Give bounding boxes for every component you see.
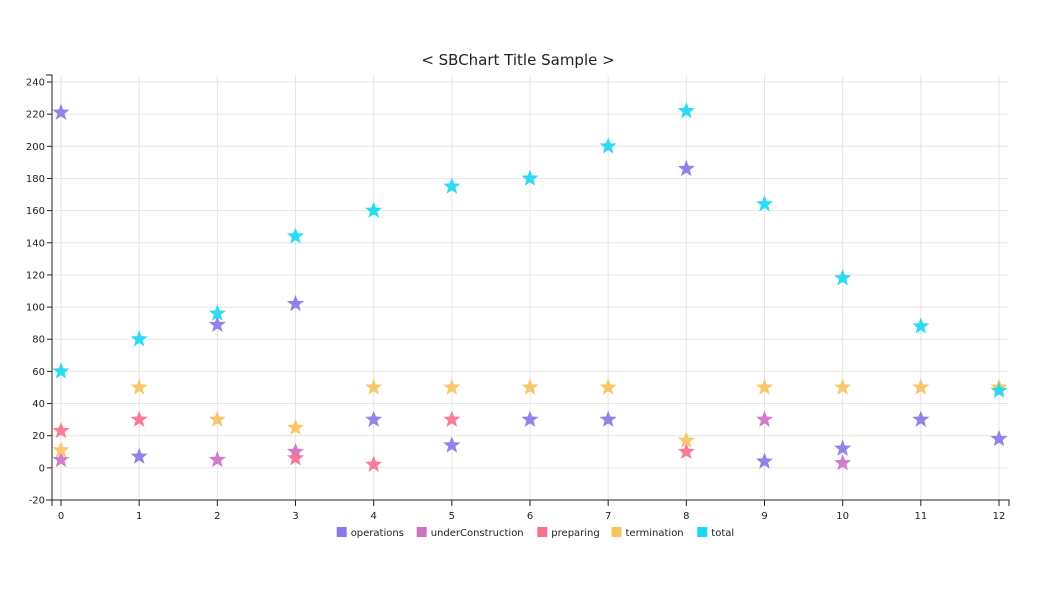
data-point-preparing	[52, 421, 70, 439]
data-point-total	[912, 317, 930, 334]
data-point-operations	[521, 410, 539, 427]
data-point-underConstruction	[834, 454, 852, 471]
x-tick-label: 0	[58, 511, 64, 522]
y-tick-label: 180	[26, 174, 45, 185]
legend-label-preparing: preparing	[551, 528, 599, 539]
x-tick-label: 5	[449, 511, 455, 522]
legend-swatch-underConstruction	[416, 527, 427, 537]
data-point-operations	[365, 410, 383, 427]
legend: operations underConstruction preparing term…	[336, 527, 734, 539]
y-tick-label: -20	[29, 496, 45, 507]
axes	[46, 74, 1010, 506]
data-point-termination	[130, 378, 148, 395]
data-point-termination	[834, 378, 852, 395]
data-point-total	[521, 169, 539, 186]
x-tick-label: 4	[370, 511, 376, 522]
data-point-operations	[834, 439, 852, 456]
data-point-preparing	[677, 442, 695, 460]
data-point-total	[599, 137, 617, 154]
data-point-preparing	[286, 449, 305, 466]
legend-swatch-termination	[611, 527, 622, 537]
data-point-total	[677, 101, 695, 119]
legend-swatch-operations	[336, 527, 347, 537]
data-point-operations	[130, 447, 148, 464]
y-tick-label: 140	[26, 238, 45, 249]
data-point-operations	[990, 429, 1008, 447]
data-point-operations	[52, 103, 70, 120]
grid	[52, 75, 1009, 501]
data-point-operations	[677, 159, 695, 177]
legend-swatch-total	[697, 527, 708, 537]
x-tick-label: 6	[527, 511, 533, 522]
x-tick-label: 1	[136, 511, 142, 522]
data-point-termination	[677, 431, 695, 448]
data-points	[52, 101, 1008, 472]
data-point-total	[834, 269, 852, 286]
data-point-total	[52, 362, 70, 379]
y-tick-label: 20	[32, 431, 45, 442]
y-tick-label: 240	[26, 78, 45, 89]
data-point-total	[286, 227, 305, 244]
x-tick-label: 9	[761, 511, 767, 522]
legend-swatch-preparing	[537, 527, 548, 537]
data-point-operations	[208, 315, 226, 333]
data-point-termination	[286, 418, 305, 435]
data-point-termination	[208, 410, 226, 427]
data-point-operations	[912, 410, 930, 427]
legend-label-total: total	[711, 528, 734, 539]
x-tick-label: 2	[214, 511, 220, 522]
data-point-preparing	[130, 410, 148, 427]
data-point-termination	[52, 441, 70, 458]
chart-title: < SBChart Title Sample >	[421, 51, 614, 69]
y-tick-label: 80	[32, 335, 45, 346]
data-point-underConstruction	[755, 410, 774, 427]
x-tick-label: 7	[605, 511, 611, 522]
y-tick-label: 120	[26, 270, 45, 281]
legend-label-underConstruction: underConstruction	[431, 528, 524, 539]
data-point-total	[130, 330, 148, 347]
legend-label-operations: operations	[351, 528, 404, 539]
data-point-total	[365, 201, 383, 218]
data-point-termination	[912, 378, 930, 395]
data-point-total	[208, 304, 226, 321]
y-tick-label: 40	[32, 399, 45, 410]
data-point-underConstruction	[52, 450, 70, 468]
data-point-operations	[286, 294, 305, 312]
y-tick-label: 200	[26, 142, 45, 153]
data-point-termination	[443, 378, 461, 395]
x-tick-label: 10	[836, 511, 849, 522]
data-point-underConstruction	[208, 450, 226, 468]
x-tick-label: 11	[914, 511, 927, 522]
x-tick-label: 8	[683, 511, 689, 522]
data-point-operations	[443, 436, 461, 453]
data-point-termination	[365, 378, 383, 395]
y-tick-label: 60	[32, 367, 45, 378]
data-point-total	[755, 195, 774, 212]
data-point-preparing	[365, 455, 383, 472]
y-tick-label: 160	[26, 206, 45, 217]
x-tick-label: 3	[292, 511, 298, 522]
data-point-termination	[521, 378, 539, 395]
legend-label-termination: termination	[626, 528, 684, 539]
data-point-termination	[755, 378, 774, 395]
data-point-termination	[599, 378, 617, 395]
x-tick-label: 12	[993, 511, 1006, 522]
data-point-total	[990, 381, 1008, 398]
data-point-total	[443, 177, 461, 194]
y-tick-label: 220	[26, 110, 45, 121]
y-tick-label: 0	[39, 463, 45, 474]
x-axis-line	[51, 499, 1010, 506]
data-point-operations	[755, 452, 774, 469]
y-axis-line	[46, 74, 53, 501]
data-point-operations	[599, 410, 617, 427]
y-tick-label: 100	[26, 303, 45, 314]
data-point-preparing	[443, 410, 461, 427]
